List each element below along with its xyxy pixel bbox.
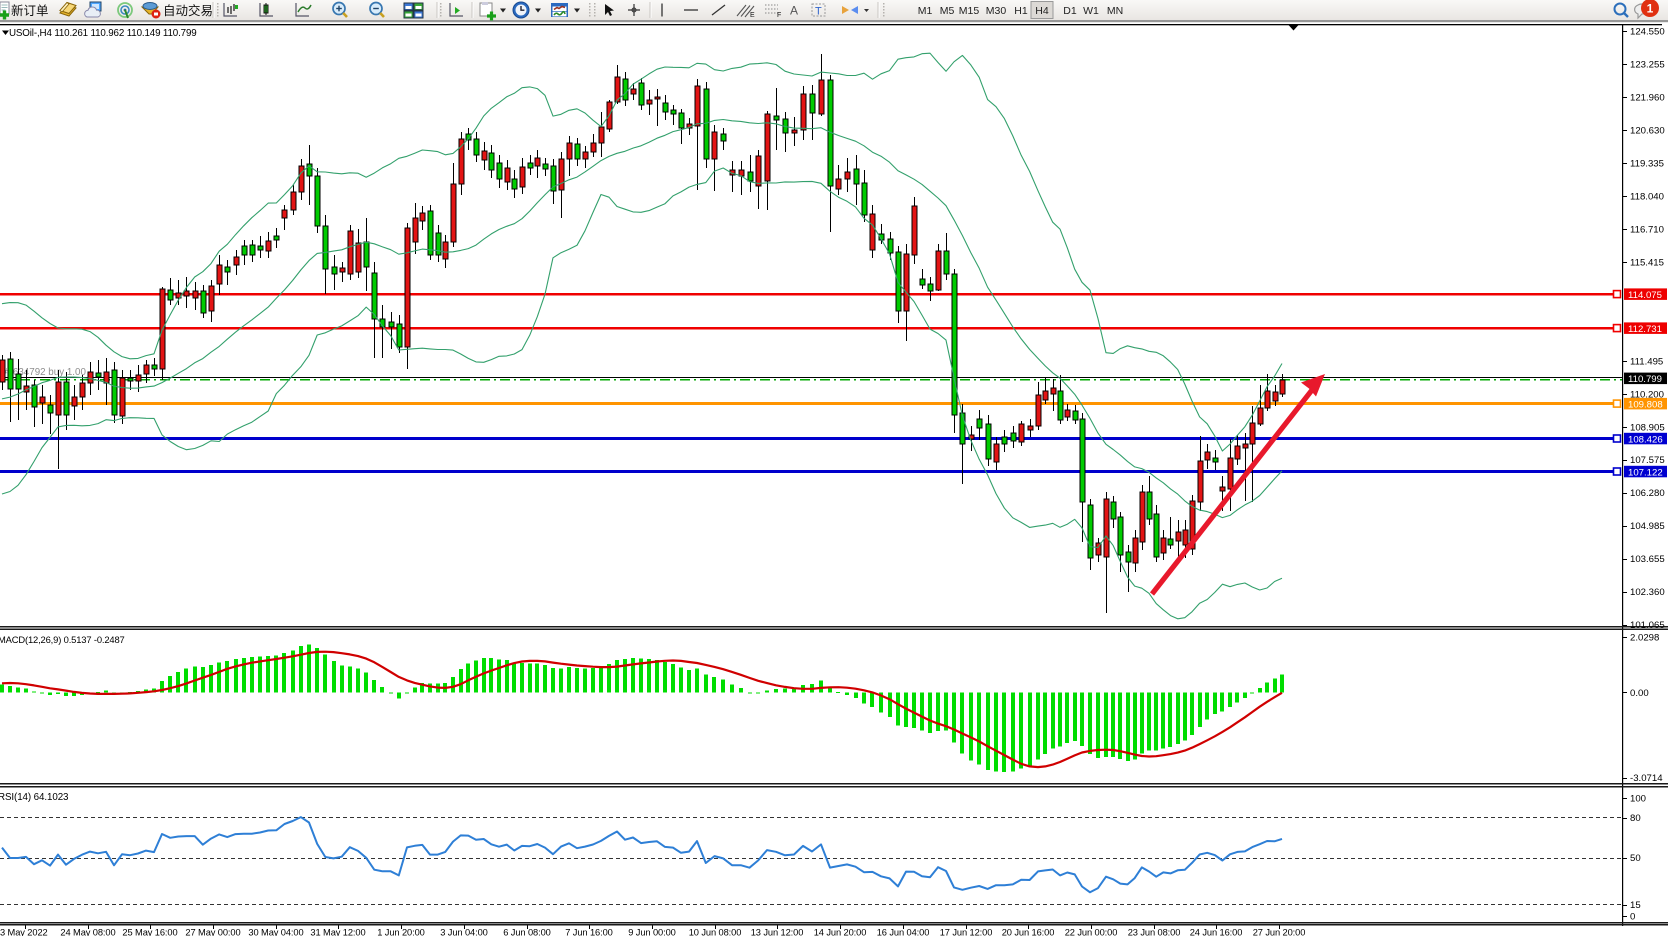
- svg-text:115.415: 115.415: [1630, 257, 1664, 268]
- svg-text:111.495: 111.495: [1630, 356, 1663, 367]
- svg-text:107.122: 107.122: [1628, 467, 1663, 478]
- svg-text:80: 80: [1630, 813, 1641, 824]
- svg-text:124.550: 124.550: [1630, 27, 1665, 38]
- svg-text:114.075: 114.075: [1628, 290, 1662, 301]
- svg-text:2.0298: 2.0298: [1630, 633, 1659, 644]
- svg-text:101.065: 101.065: [1630, 620, 1665, 631]
- svg-text:100: 100: [1630, 794, 1646, 805]
- svg-text:27 Jun 20:00: 27 Jun 20:00: [1253, 928, 1306, 936]
- svg-text:104.985: 104.985: [1630, 521, 1665, 532]
- svg-text:A: A: [790, 4, 798, 18]
- svg-text:7 Jun 16:00: 7 Jun 16:00: [565, 928, 613, 936]
- svg-text:#7634792 buy 1.00: #7634792 buy 1.00: [2, 367, 86, 378]
- svg-text:27 May 00:00: 27 May 00:00: [185, 928, 240, 936]
- svg-text:108.426: 108.426: [1628, 434, 1663, 445]
- svg-text:118.040: 118.040: [1630, 191, 1664, 202]
- svg-text:M30: M30: [986, 5, 1007, 17]
- svg-text:0: 0: [1630, 912, 1635, 923]
- svg-text:20 Jun 16:00: 20 Jun 16:00: [1002, 928, 1055, 936]
- svg-text:22 Jun 00:00: 22 Jun 00:00: [1065, 928, 1118, 936]
- svg-text:MACD(12,26,9) 0.5137 -0.2487: MACD(12,26,9) 0.5137 -0.2487: [0, 634, 125, 645]
- svg-text:-3.0714: -3.0714: [1630, 773, 1663, 784]
- svg-text:23 Jun 08:00: 23 Jun 08:00: [1128, 928, 1181, 936]
- svg-text:1 Jun 20:00: 1 Jun 20:00: [377, 928, 425, 936]
- svg-text:13 Jun 12:00: 13 Jun 12:00: [751, 928, 804, 936]
- svg-text:新订单: 新订单: [11, 3, 49, 18]
- svg-text:3 Jun 04:00: 3 Jun 04:00: [440, 928, 488, 936]
- svg-text:110.799: 110.799: [1628, 374, 1662, 385]
- svg-text:1: 1: [1647, 2, 1654, 16]
- svg-text:16 Jun 04:00: 16 Jun 04:00: [877, 928, 930, 936]
- svg-text:24 May 08:00: 24 May 08:00: [60, 928, 115, 936]
- svg-text:M5: M5: [940, 5, 955, 17]
- svg-text:109.808: 109.808: [1628, 399, 1663, 410]
- svg-text:121.960: 121.960: [1630, 93, 1665, 104]
- svg-text:H1: H1: [1014, 5, 1028, 17]
- svg-text:T: T: [815, 6, 822, 18]
- svg-text:E: E: [750, 12, 755, 19]
- svg-text:RSI(14) 64.1023: RSI(14) 64.1023: [0, 792, 69, 803]
- svg-text:15: 15: [1630, 900, 1641, 911]
- svg-text:14 Jun 20:00: 14 Jun 20:00: [814, 928, 867, 936]
- svg-text:17 Jun 12:00: 17 Jun 12:00: [940, 928, 993, 936]
- svg-text:3 May 2022: 3 May 2022: [0, 928, 48, 936]
- svg-text:123.255: 123.255: [1630, 60, 1665, 71]
- svg-text:10 Jun 08:00: 10 Jun 08:00: [689, 928, 742, 936]
- svg-text:25 May 16:00: 25 May 16:00: [122, 928, 177, 936]
- svg-text:50: 50: [1630, 853, 1641, 864]
- svg-text:M15: M15: [959, 5, 980, 17]
- svg-text:30 May 04:00: 30 May 04:00: [248, 928, 303, 936]
- svg-text:6 Jun 08:00: 6 Jun 08:00: [503, 928, 551, 936]
- svg-text:102.360: 102.360: [1630, 587, 1665, 598]
- svg-text:D1: D1: [1063, 5, 1077, 17]
- svg-text:自动交易: 自动交易: [163, 3, 213, 18]
- svg-text:USOil-,H4 110.261 110.962 110: USOil-,H4 110.261 110.962 110.149 110.79…: [9, 28, 197, 39]
- svg-text:MN: MN: [1107, 5, 1123, 17]
- svg-text:0.00: 0.00: [1630, 688, 1649, 699]
- svg-text:9 Jun 00:00: 9 Jun 00:00: [628, 928, 676, 936]
- svg-text:31 May 12:00: 31 May 12:00: [310, 928, 365, 936]
- svg-text:H4: H4: [1035, 5, 1049, 17]
- svg-text:107.575: 107.575: [1630, 455, 1665, 466]
- svg-text:F: F: [777, 12, 781, 19]
- svg-text:24 Jun 16:00: 24 Jun 16:00: [1190, 928, 1243, 936]
- svg-text:M1: M1: [918, 5, 933, 17]
- svg-text:112.731: 112.731: [1628, 324, 1662, 335]
- svg-text:106.280: 106.280: [1630, 488, 1665, 499]
- svg-text:W1: W1: [1083, 5, 1099, 17]
- svg-text:119.335: 119.335: [1630, 158, 1664, 169]
- svg-text:116.710: 116.710: [1630, 224, 1664, 235]
- svg-text:120.630: 120.630: [1630, 125, 1665, 136]
- svg-text:108.905: 108.905: [1630, 422, 1665, 433]
- svg-text:110.200: 110.200: [1630, 389, 1664, 400]
- svg-text:103.655: 103.655: [1630, 554, 1665, 565]
